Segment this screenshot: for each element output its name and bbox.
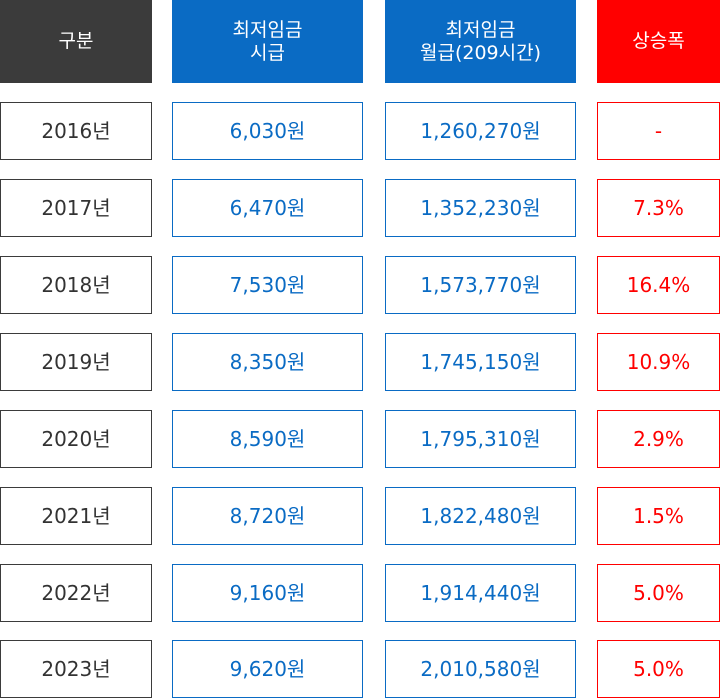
header-category: 구분 xyxy=(0,0,152,83)
monthly-wage-cell: 1,352,230원 xyxy=(385,179,576,237)
hourly-wage-cell: 9,160원 xyxy=(172,564,363,622)
monthly-wage-cell: 1,260,270원 xyxy=(385,102,576,160)
hourly-wage-cell: 8,590원 xyxy=(172,410,363,468)
header-monthly-wage: 최저임금 월급(209시간) xyxy=(385,0,576,83)
increase-cell: - xyxy=(597,102,720,160)
increase-cell: 10.9% xyxy=(597,333,720,391)
hourly-wage-cell: 8,720원 xyxy=(172,487,363,545)
increase-cell: 1.5% xyxy=(597,487,720,545)
header-increase: 상승폭 xyxy=(597,0,720,83)
monthly-wage-cell: 1,573,770원 xyxy=(385,256,576,314)
increase-cell: 2.9% xyxy=(597,410,720,468)
year-cell: 2020년 xyxy=(0,410,152,468)
hourly-wage-cell: 6,030원 xyxy=(172,102,363,160)
year-cell: 2021년 xyxy=(0,487,152,545)
hourly-wage-cell: 6,470원 xyxy=(172,179,363,237)
year-cell: 2016년 xyxy=(0,102,152,160)
year-cell: 2018년 xyxy=(0,256,152,314)
header-hourly-wage: 최저임금 시급 xyxy=(172,0,363,83)
monthly-wage-cell: 1,795,310원 xyxy=(385,410,576,468)
year-cell: 2022년 xyxy=(0,564,152,622)
monthly-wage-cell: 1,745,150원 xyxy=(385,333,576,391)
increase-cell: 5.0% xyxy=(597,564,720,622)
year-cell: 2019년 xyxy=(0,333,152,391)
hourly-wage-cell: 7,530원 xyxy=(172,256,363,314)
increase-cell: 16.4% xyxy=(597,256,720,314)
year-cell: 2017년 xyxy=(0,179,152,237)
year-cell: 2023년 xyxy=(0,640,152,698)
increase-cell: 5.0% xyxy=(597,640,720,698)
hourly-wage-cell: 8,350원 xyxy=(172,333,363,391)
hourly-wage-cell: 9,620원 xyxy=(172,640,363,698)
monthly-wage-cell: 2,010,580원 xyxy=(385,640,576,698)
monthly-wage-cell: 1,822,480원 xyxy=(385,487,576,545)
monthly-wage-cell: 1,914,440원 xyxy=(385,564,576,622)
increase-cell: 7.3% xyxy=(597,179,720,237)
